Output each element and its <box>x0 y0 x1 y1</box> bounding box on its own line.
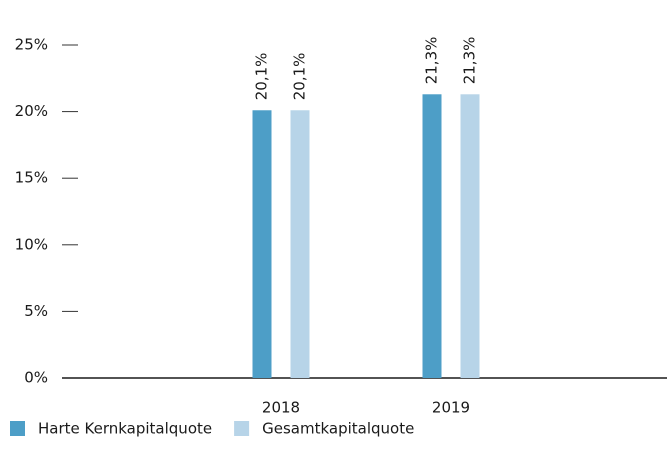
value-label: 20,1% <box>291 53 309 101</box>
y-tick-label: 20% <box>15 102 48 120</box>
x-tick-label: 2019 <box>432 399 470 417</box>
legend-swatch <box>234 421 250 436</box>
y-tick-label: 5% <box>24 302 48 320</box>
value-label: 20,1% <box>253 53 271 101</box>
y-tick-label: 10% <box>15 235 48 253</box>
bar <box>422 94 442 378</box>
legend-swatch <box>10 421 25 436</box>
bar <box>290 110 310 378</box>
y-tick-label: 15% <box>15 169 48 187</box>
y-tick-label: 0% <box>24 369 48 387</box>
value-label: 21,3% <box>461 37 479 85</box>
legend-label: Gesamtkapitalquote <box>262 420 414 438</box>
y-tick-label: 25% <box>15 36 48 54</box>
x-tick-label: 2018 <box>262 399 300 417</box>
value-label: 21,3% <box>423 37 441 85</box>
legend-label: Harte Kernkapitalquote <box>38 420 212 438</box>
bar <box>460 94 480 378</box>
bar <box>252 110 272 378</box>
